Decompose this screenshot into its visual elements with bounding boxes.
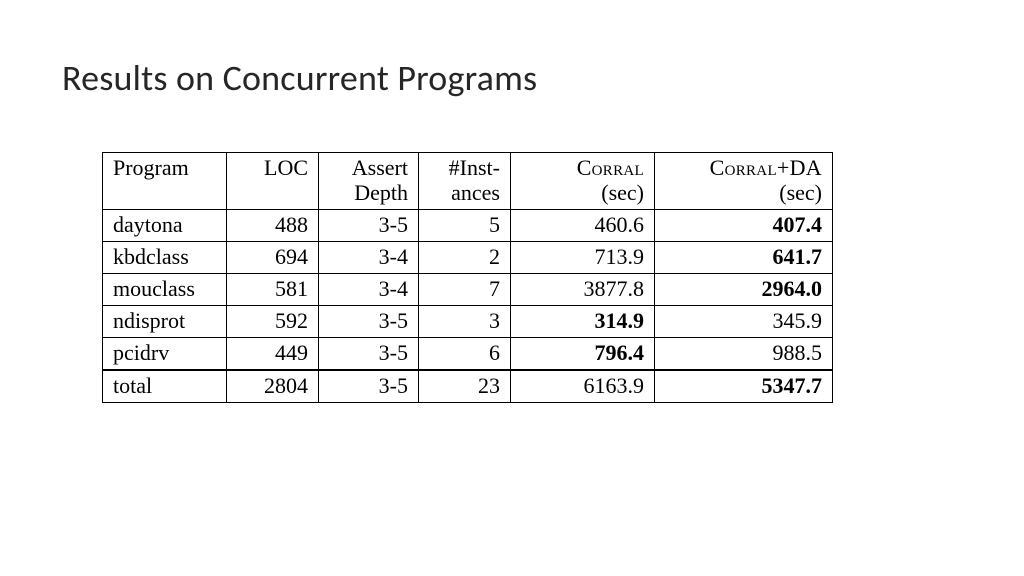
- table-row: mouclass5813-473877.82964.0: [103, 273, 833, 305]
- slide: Results on Concurrent Programs Program L…: [0, 0, 1024, 576]
- table-cell: 3-5: [319, 337, 419, 370]
- table-cell: 5: [419, 209, 511, 241]
- table-cell: 449: [227, 337, 319, 370]
- col-inst-l2: ances: [429, 180, 500, 205]
- col-inst: #Inst- ances: [419, 153, 511, 210]
- table-cell: 3877.8: [511, 273, 655, 305]
- table-cell: 641.7: [655, 241, 833, 273]
- table-cell: 3-5: [319, 305, 419, 337]
- table-cell: 460.6: [511, 209, 655, 241]
- col-corralda-l2: (sec): [665, 180, 822, 205]
- table-cell: 3-4: [319, 241, 419, 273]
- table-cell: pcidrv: [103, 337, 227, 370]
- table-cell: total: [103, 370, 227, 403]
- table-cell: 2964.0: [655, 273, 833, 305]
- results-table: Program LOC Assert Depth #Inst- ances: [102, 152, 833, 403]
- table-cell: mouclass: [103, 273, 227, 305]
- col-depth-l2: Depth: [329, 180, 408, 205]
- table-row: total28043-5236163.95347.7: [103, 370, 833, 403]
- table-cell: 3-4: [319, 273, 419, 305]
- table-cell: 694: [227, 241, 319, 273]
- col-program-l1: Program: [113, 155, 216, 180]
- col-program: Program: [103, 153, 227, 210]
- table-header-row: Program LOC Assert Depth #Inst- ances: [103, 153, 833, 210]
- table-cell: 23: [419, 370, 511, 403]
- col-corral-l1: Corral: [521, 155, 644, 180]
- table-cell: 796.4: [511, 337, 655, 370]
- table-row: ndisprot5923-53314.9345.9: [103, 305, 833, 337]
- table-cell: 988.5: [655, 337, 833, 370]
- table-cell: kbdclass: [103, 241, 227, 273]
- table-cell: 6163.9: [511, 370, 655, 403]
- table-cell: 3-5: [319, 370, 419, 403]
- col-depth: Assert Depth: [319, 153, 419, 210]
- col-corral-l2: (sec): [521, 180, 644, 205]
- table-cell: 407.4: [655, 209, 833, 241]
- col-loc: LOC: [227, 153, 319, 210]
- table-cell: daytona: [103, 209, 227, 241]
- table-cell: 6: [419, 337, 511, 370]
- results-table-wrap: Program LOC Assert Depth #Inst- ances: [102, 152, 962, 403]
- table-cell: 488: [227, 209, 319, 241]
- table-cell: 581: [227, 273, 319, 305]
- col-depth-l1: Assert: [329, 155, 408, 180]
- table-head: Program LOC Assert Depth #Inst- ances: [103, 153, 833, 210]
- col-inst-l1: #Inst-: [429, 155, 500, 180]
- table-row: kbdclass6943-42713.9641.7: [103, 241, 833, 273]
- col-corralda-l1: Corral+DA: [665, 155, 822, 180]
- table-cell: 7: [419, 273, 511, 305]
- table-cell: 314.9: [511, 305, 655, 337]
- table-cell: 2804: [227, 370, 319, 403]
- table-cell: 3: [419, 305, 511, 337]
- col-corralda: Corral+DA (sec): [655, 153, 833, 210]
- table-row: pcidrv4493-56796.4988.5: [103, 337, 833, 370]
- table-cell: 3-5: [319, 209, 419, 241]
- table-row: daytona4883-55460.6407.4: [103, 209, 833, 241]
- table-cell: 5347.7: [655, 370, 833, 403]
- table-cell: ndisprot: [103, 305, 227, 337]
- col-loc-l1: LOC: [237, 155, 308, 180]
- table-cell: 713.9: [511, 241, 655, 273]
- table-body: daytona4883-55460.6407.4kbdclass6943-427…: [103, 209, 833, 402]
- col-corral: Corral (sec): [511, 153, 655, 210]
- table-cell: 2: [419, 241, 511, 273]
- slide-title: Results on Concurrent Programs: [62, 56, 962, 100]
- table-cell: 592: [227, 305, 319, 337]
- table-cell: 345.9: [655, 305, 833, 337]
